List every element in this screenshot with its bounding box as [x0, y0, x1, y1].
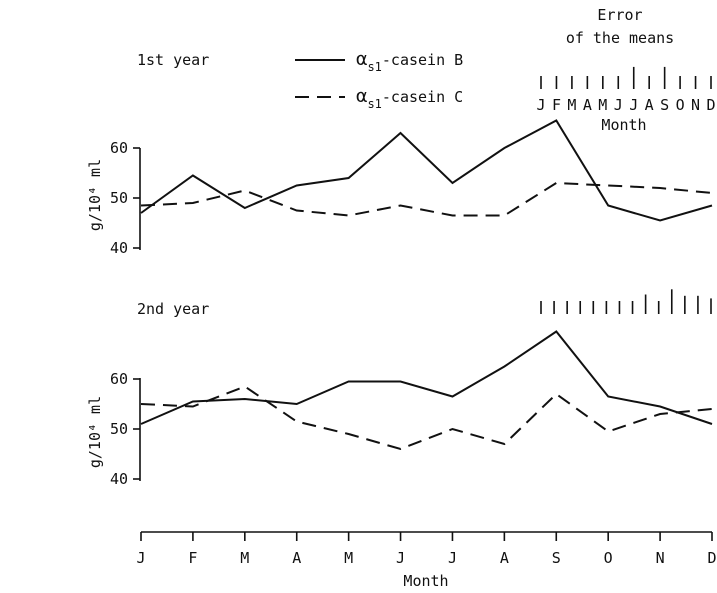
x-tick-label-9: O — [604, 549, 613, 567]
error-title-line1: Error — [597, 6, 642, 24]
x-tick-label-4: M — [344, 549, 353, 567]
error-month-letter-3: A — [583, 96, 592, 114]
error-month-letter-6: J — [629, 96, 638, 114]
legend-sub-b: s1 — [367, 60, 381, 74]
error-month-letter-5: J — [614, 96, 623, 114]
x-tick-label-11: D — [707, 549, 716, 567]
error-month-axis-label: Month — [601, 116, 646, 134]
x-tick-label-8: S — [552, 549, 561, 567]
legend-rest-b: -casein B — [382, 51, 463, 69]
series-y1-casein-b — [140, 119, 713, 222]
error-month-letter-4: M — [598, 96, 607, 114]
x-tick-label-7: A — [500, 549, 509, 567]
x-tick-label-3: A — [292, 549, 301, 567]
error-month-letter-10: N — [691, 96, 700, 114]
legend: αs1-casein B αs1-casein C — [295, 48, 463, 111]
error-month-letter-0: J — [536, 96, 545, 114]
x-tick-label-10: N — [656, 549, 665, 567]
error-month-letter-2: M — [567, 96, 576, 114]
x-axis-title: Month — [403, 572, 448, 590]
y-tick-label-y2-40: 40 — [110, 470, 128, 488]
error-month-letter-9: O — [676, 96, 685, 114]
error-month-letter-11: D — [706, 96, 715, 114]
panel-label-year2: 2nd year — [137, 300, 209, 318]
y-tick-label-y1-60: 60 — [110, 139, 128, 157]
error-title-line2: of the means — [566, 29, 674, 47]
y-axis-title-year2: g/10⁴ ml — [86, 396, 104, 468]
error-month-letter-7: A — [645, 96, 654, 114]
series-y2-casein-b — [140, 330, 713, 425]
x-tick-label-1: F — [188, 549, 197, 567]
legend-alpha-c: α — [356, 85, 367, 107]
legend-rest-c: -casein C — [382, 88, 463, 106]
series-y1-casein-c — [140, 181, 713, 217]
x-tick-label-0: J — [136, 549, 145, 567]
legend-alpha-b: α — [356, 48, 367, 70]
error-month-letter-8: S — [660, 96, 669, 114]
legend-sub-c: s1 — [367, 97, 381, 111]
x-tick-label-6: J — [448, 549, 457, 567]
error-month-letter-1: F — [552, 96, 561, 114]
x-tick-label-2: M — [240, 549, 249, 567]
panel-label-year1: 1st year — [137, 51, 209, 69]
y-axis-title-year1: g/10⁴ ml — [86, 159, 104, 231]
legend-label-b: αs1-casein B — [356, 48, 463, 74]
x-tick-label-5: J — [396, 549, 405, 567]
y-tick-label-y2-60: 60 — [110, 370, 128, 388]
y-tick-label-y1-40: 40 — [110, 239, 128, 257]
series-y2-casein-c — [140, 385, 713, 451]
y-tick-label-y1-50: 50 — [110, 189, 128, 207]
y-tick-label-y2-50: 50 — [110, 420, 128, 438]
legend-label-c: αs1-casein C — [356, 85, 463, 111]
